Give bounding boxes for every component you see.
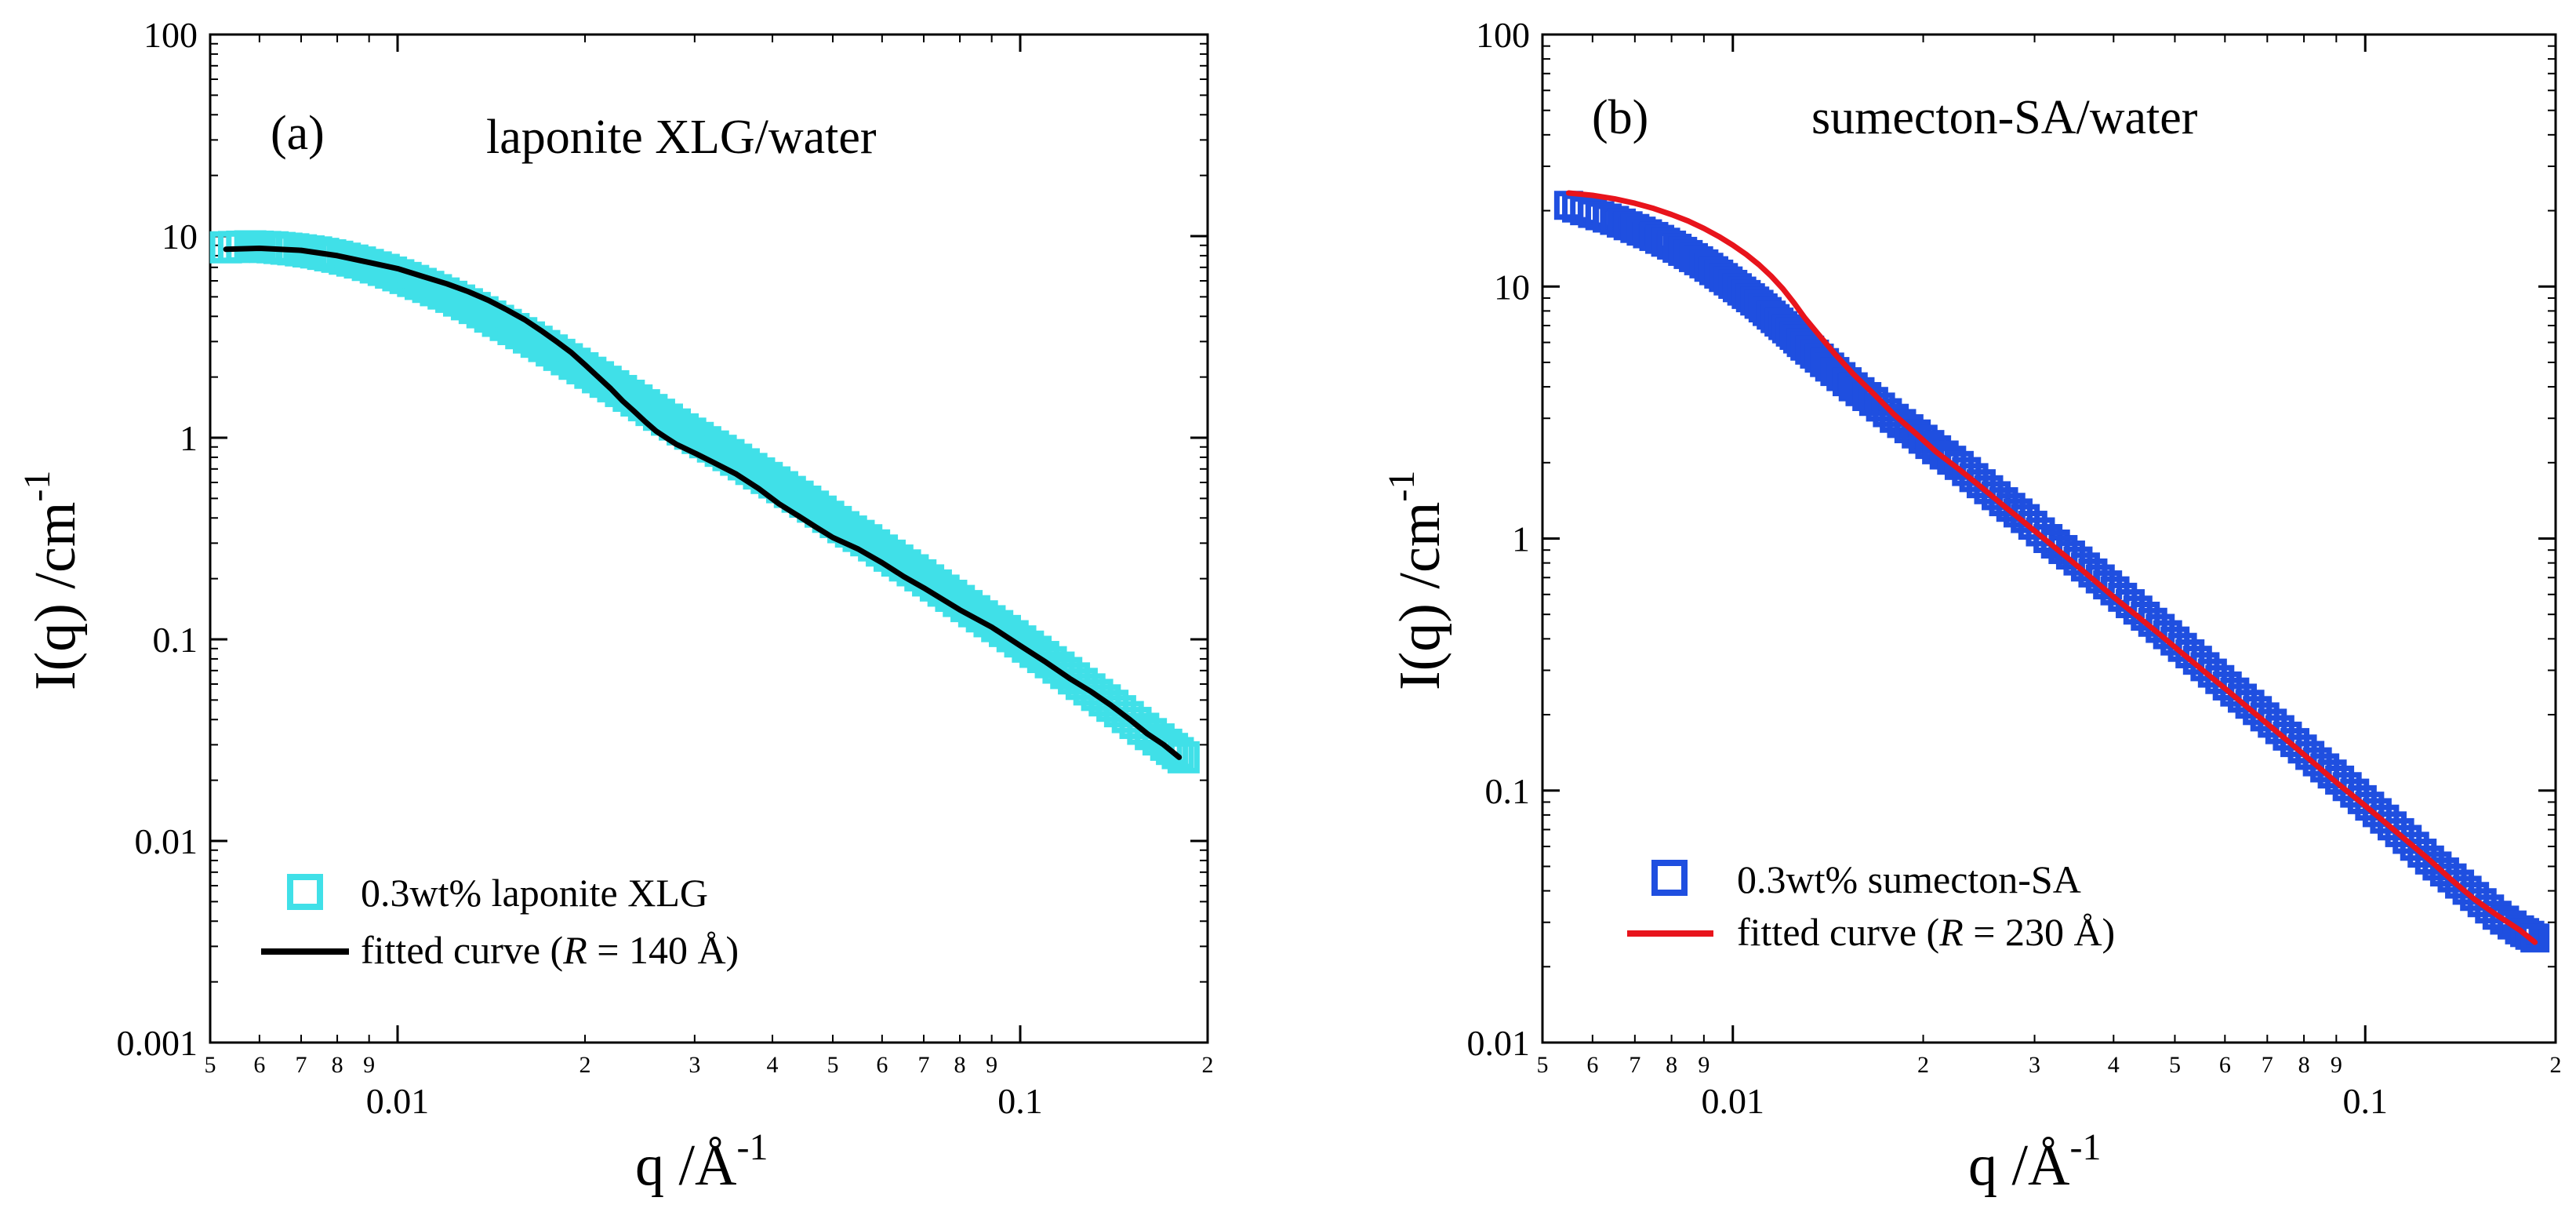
x-major-tick-label: 0.1 (2342, 1081, 2388, 1121)
x-minor-tick-label: 6 (2219, 1052, 2231, 1078)
data-markers-series (209, 230, 1200, 773)
fitted-curve-line (1565, 190, 2538, 945)
legend: 0.3wt% laponite XLG fitted curve (R = 14… (261, 871, 739, 972)
y-axis-title: I(q) /cm-1 (1381, 471, 1452, 690)
legend-fit-part2: = 140 Å) (587, 928, 739, 972)
y-major-tick-label: 10 (162, 217, 198, 257)
x-minor-tick-label: 8 (2298, 1052, 2310, 1078)
x-axis-title-exponent: -1 (737, 1126, 768, 1168)
x-minor-tick-label: 2 (2550, 1052, 2562, 1078)
legend-label-data: 0.3wt% laponite XLG (361, 871, 708, 915)
x-axis-title-text: q /Å (635, 1134, 737, 1198)
series-layer (209, 230, 1200, 773)
data-point-marker (1161, 737, 1194, 770)
y-axis-title-text: I(q) /cm (1388, 502, 1452, 690)
y-major-tick-label: 0.001 (117, 1023, 198, 1063)
x-minor-tick-label: 2 (1917, 1052, 1929, 1078)
x-minor-tick-label: 9 (2331, 1052, 2342, 1078)
legend-fit-symbol: R (562, 928, 587, 972)
legend-marker-data (287, 874, 323, 910)
x-minor-tick-label: 5 (205, 1052, 216, 1078)
y-major-tick-label: 1 (180, 418, 198, 458)
data-point-marker (2520, 923, 2550, 953)
major-ticks: 0.01 0.1 0.001 0.01 0.1 1 10 100 (117, 15, 1208, 1121)
y-major-tick-label: 0.01 (1467, 1023, 1531, 1063)
y-major-tick-label: 100 (144, 15, 198, 55)
x-minor-tick-label: 4 (767, 1052, 779, 1078)
x-axis-title-text: q /Å (1968, 1134, 2070, 1198)
legend-label-data: 0.3wt% sumecton-SA (1737, 857, 2081, 901)
x-minor-tick-label: 3 (689, 1052, 700, 1078)
x-minor-tick-label: 5 (827, 1052, 838, 1078)
y-major-tick-label: 0.01 (135, 821, 198, 861)
y-major-tick-label: 0.1 (1485, 771, 1531, 811)
legend-label-fit: fitted curve (R = 140 Å) (361, 928, 739, 972)
legend-label-fit: fitted curve (R = 230 Å) (1737, 910, 2115, 954)
x-minor-tick-label: 5 (1537, 1052, 1549, 1078)
x-major-tick-label: 0.01 (1702, 1081, 1765, 1121)
x-minor-tick-label: 2 (1202, 1052, 1214, 1078)
chart-title: sumecton-SA/water (1811, 91, 2198, 144)
legend: 0.3wt% sumecton-SA fitted curve (R = 230… (1627, 857, 2115, 954)
y-axis-title-exponent: -1 (16, 471, 58, 502)
x-axis-title-exponent: -1 (2070, 1126, 2102, 1168)
legend-fit-symbol: R (1938, 910, 1964, 954)
data-point-marker (1167, 741, 1200, 773)
fitted-curve-line (223, 246, 1183, 760)
x-minor-tick-label: 9 (1698, 1052, 1709, 1078)
x-minor-tick-label: 7 (918, 1052, 930, 1078)
y-major-tick-label: 1 (1512, 519, 1530, 559)
y-major-tick-label: 0.1 (153, 620, 198, 660)
panel-label: (b) (1592, 91, 1648, 144)
legend-fit-part1: fitted curve ( (1737, 910, 1939, 954)
x-minor-tick-label: 5 (2169, 1052, 2181, 1078)
y-major-tick-label: 100 (1476, 15, 1530, 55)
x-minor-tick-label: 8 (954, 1052, 966, 1078)
y-major-tick-label: 10 (1494, 267, 1530, 307)
legend-marker-data (1651, 860, 1688, 896)
x-axis-title: q /Å-1 (635, 1126, 768, 1198)
x-minor-tick-label: 6 (876, 1052, 888, 1078)
x-minor-tick-label: 2 (580, 1052, 591, 1078)
x-major-tick-label: 0.01 (366, 1081, 430, 1121)
x-minor-tick-label: 3 (2029, 1052, 2040, 1078)
major-ticks: 0.01 0.1 0.01 0.1 1 10 100 (1467, 15, 2556, 1121)
x-major-tick-label: 0.1 (997, 1081, 1043, 1121)
x-minor-tick-label: 7 (2262, 1052, 2273, 1078)
legend-fit-part2: = 230 Å) (1964, 910, 2115, 954)
x-axis-title: q /Å-1 (1968, 1126, 2101, 1198)
panel-label: (a) (271, 107, 325, 160)
x-minor-tick-label: 8 (1666, 1052, 1677, 1078)
chart-title: laponite XLG/water (486, 111, 877, 164)
x-minor-tick-label: 7 (1629, 1052, 1640, 1078)
x-minor-tick-label: 7 (296, 1052, 307, 1078)
x-minor-tick-label: 6 (1586, 1052, 1598, 1078)
legend-fit-part1: fitted curve ( (361, 928, 563, 972)
y-axis-title-exponent: -1 (1381, 471, 1422, 502)
y-axis-title-text: I(q) /cm (24, 502, 88, 690)
plot-frame (209, 33, 1209, 1044)
y-axis-title: I(q) /cm-1 (16, 471, 88, 690)
x-minor-tick-label: 4 (2108, 1052, 2120, 1078)
x-minor-tick-label: 9 (986, 1052, 997, 1078)
x-minor-tick-label: 9 (363, 1052, 375, 1078)
x-minor-tick-label: 6 (253, 1052, 265, 1078)
x-minor-tick-label: 8 (332, 1052, 343, 1078)
series-layer (1553, 190, 2550, 953)
